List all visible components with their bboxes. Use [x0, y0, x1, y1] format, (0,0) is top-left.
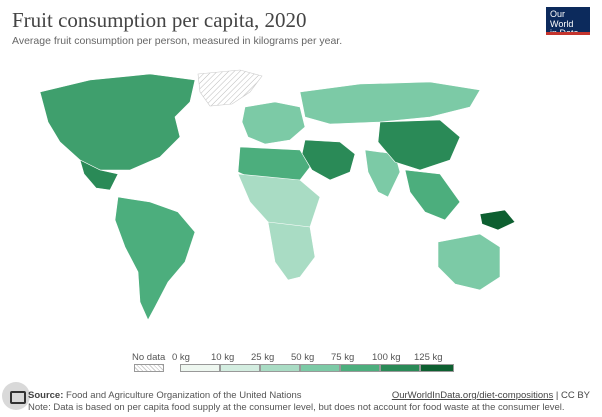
region-south-america[interactable] — [114, 196, 196, 321]
region-europe[interactable] — [241, 101, 306, 145]
source-prefix: Source: — [28, 390, 64, 401]
legend-bin-label: 10 kg — [211, 352, 235, 363]
owid-logo[interactable]: Our World in Data — [546, 7, 590, 38]
screenshot-badge-icon[interactable] — [2, 382, 30, 410]
world-map[interactable] — [0, 62, 602, 352]
region-north-america[interactable] — [39, 73, 196, 171]
region-china[interactable] — [377, 119, 461, 171]
legend-bin-label: 0 kg — [172, 352, 190, 363]
region-middle-east[interactable] — [301, 139, 356, 181]
legend-no-data-label: No data — [132, 352, 166, 363]
legend-swatch-6[interactable] — [420, 364, 454, 372]
region-russia[interactable] — [299, 81, 481, 125]
legend-swatch-0[interactable] — [180, 364, 220, 372]
legend-bin-label: 100 kg — [372, 352, 401, 363]
region-australia[interactable] — [437, 233, 501, 291]
source-line: Source: Food and Agriculture Organizatio… — [28, 390, 302, 401]
logo-line-2: in Data — [550, 28, 579, 38]
license-text[interactable]: | CC BY — [553, 390, 590, 401]
region-papua[interactable] — [479, 209, 516, 231]
legend-bin-label: 75 kg — [331, 352, 355, 363]
footer-note: Note: Data is based on per capita food s… — [28, 402, 565, 413]
legend-swatch-1[interactable] — [220, 364, 260, 372]
footer-link-area: OurWorldInData.org/diet-compositions | C… — [392, 390, 590, 401]
region-africa-south[interactable] — [267, 221, 316, 281]
diet-compositions-link[interactable]: OurWorldInData.org/diet-compositions — [391, 390, 554, 401]
chart-subtitle: Average fruit consumption per person, me… — [12, 35, 343, 47]
legend-swatch-2[interactable] — [260, 364, 300, 372]
legend-swatch-3[interactable] — [300, 364, 340, 372]
legend-no-data-swatch[interactable] — [134, 364, 164, 372]
region-mexico[interactable] — [79, 159, 119, 191]
region-greenland[interactable] — [197, 69, 263, 107]
map-legend: No data 0 kg 10 kg 25 kg 50 kg 75 kg 100… — [132, 352, 454, 378]
region-southeast-asia[interactable] — [404, 169, 461, 221]
chart-title: Fruit consumption per capita, 2020 — [12, 8, 307, 32]
legend-bin-label: 25 kg — [251, 352, 275, 363]
legend-swatch-5[interactable] — [380, 364, 420, 372]
logo-line-1: Our World — [550, 9, 574, 29]
legend-swatch-4[interactable] — [340, 364, 380, 372]
legend-bin-label: 125 kg — [414, 352, 443, 363]
legend-bin-label: 50 kg — [291, 352, 315, 363]
source-text: Food and Agriculture Organization of the… — [63, 390, 302, 401]
